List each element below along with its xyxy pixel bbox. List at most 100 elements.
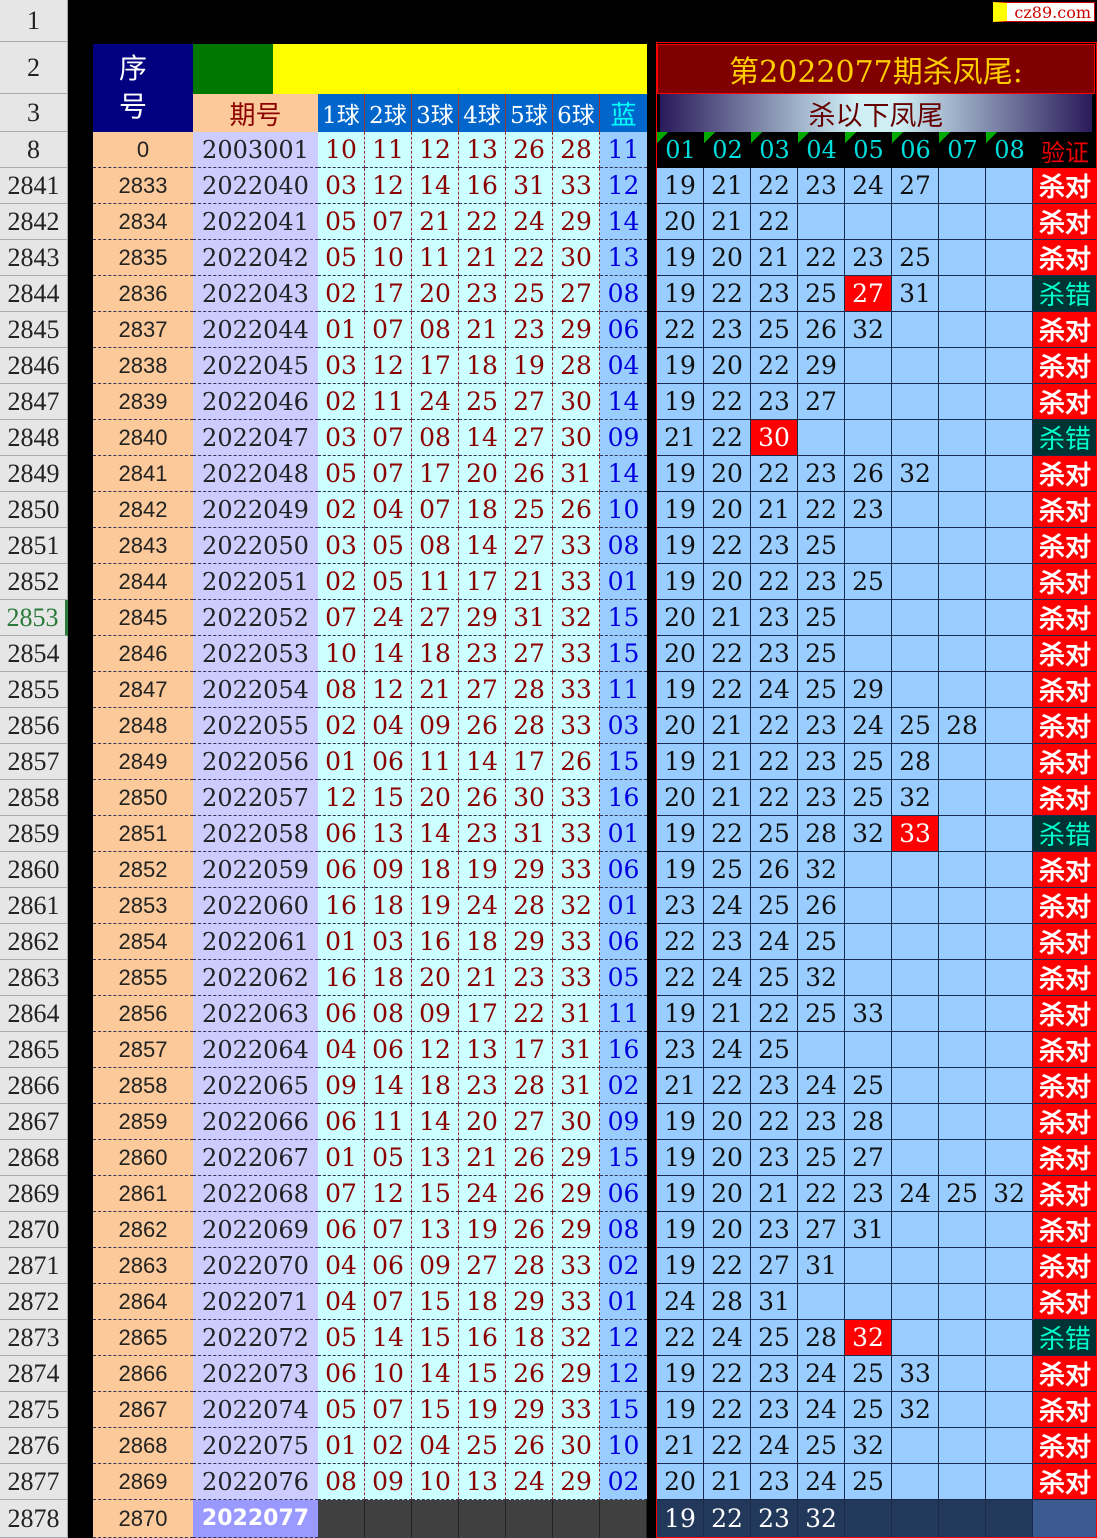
- kill-cell: 19: [657, 564, 704, 600]
- seq-cell: 2835: [93, 240, 193, 276]
- period-cell: 2022063: [193, 996, 318, 1032]
- kill-cell: 32: [892, 780, 939, 816]
- kill-cell: 25: [751, 816, 798, 852]
- ball-cell: 27: [459, 1248, 506, 1284]
- ball-cell: 24: [365, 600, 412, 636]
- verify-badge: 杀对: [1033, 1140, 1097, 1176]
- ball-cell: 33: [553, 816, 600, 852]
- row-header[interactable]: 2872: [0, 1284, 68, 1320]
- ball-cell: 14: [365, 1320, 412, 1356]
- row-header[interactable]: 2845: [0, 312, 68, 348]
- row-header[interactable]: 2876: [0, 1428, 68, 1464]
- ball-cell: 08: [412, 528, 459, 564]
- kill-cell: 31: [751, 1284, 798, 1320]
- kill-cell: [798, 1032, 845, 1068]
- row-header[interactable]: 2841: [0, 168, 68, 204]
- ball-cell: 28: [506, 672, 553, 708]
- row-header[interactable]: 2851: [0, 528, 68, 564]
- kill-cell: 21: [751, 492, 798, 528]
- ball-cell: 08: [365, 996, 412, 1032]
- row-header[interactable]: 2849: [0, 456, 68, 492]
- row-header[interactable]: 2869: [0, 1176, 68, 1212]
- kill-cell: [892, 312, 939, 348]
- row-header[interactable]: 2875: [0, 1392, 68, 1428]
- row-header[interactable]: 2857: [0, 744, 68, 780]
- row-header[interactable]: 2852: [0, 564, 68, 600]
- row-header[interactable]: 2854: [0, 636, 68, 672]
- kill-cell: 23: [751, 276, 798, 312]
- ball-cell: 18: [412, 852, 459, 888]
- kill-cell: 22: [704, 636, 751, 672]
- kill-cell: [986, 384, 1033, 420]
- ball-cell: 23: [459, 1068, 506, 1104]
- row-header[interactable]: 2843: [0, 240, 68, 276]
- row-header[interactable]: 2863: [0, 960, 68, 996]
- row-header[interactable]: 2861: [0, 888, 68, 924]
- row-header[interactable]: 2860: [0, 852, 68, 888]
- kill-cell: 20: [704, 564, 751, 600]
- row-header[interactable]: 2848: [0, 420, 68, 456]
- row-header[interactable]: 2868: [0, 1140, 68, 1176]
- row-header[interactable]: 2856: [0, 708, 68, 744]
- kill-col-header: 07: [939, 132, 986, 168]
- kill-cell: 19: [657, 168, 704, 204]
- period-cell: 2022072: [193, 1320, 318, 1356]
- row-header[interactable]: 2844: [0, 276, 68, 312]
- ball-cell: 33: [553, 564, 600, 600]
- row-header[interactable]: 2867: [0, 1104, 68, 1140]
- row-header[interactable]: 2874: [0, 1356, 68, 1392]
- ball-cell: 06: [318, 1356, 365, 1392]
- kill-cell: [892, 1248, 939, 1284]
- ball-cell: 23: [506, 312, 553, 348]
- row-header[interactable]: 2842: [0, 204, 68, 240]
- verify-badge: 杀对: [1033, 960, 1097, 996]
- verify-badge: 杀对: [1033, 1428, 1097, 1464]
- seq-cell: 2857: [93, 1032, 193, 1068]
- row-header[interactable]: 2862: [0, 924, 68, 960]
- row-header[interactable]: 2859: [0, 816, 68, 852]
- row-header[interactable]: 2850: [0, 492, 68, 528]
- period-cell: 2022066: [193, 1104, 318, 1140]
- header-yellow-band: [273, 44, 647, 94]
- row-header[interactable]: 2855: [0, 672, 68, 708]
- kill-cell: 20: [704, 1104, 751, 1140]
- kill-cell: 33: [845, 996, 892, 1032]
- row-header[interactable]: 2873: [0, 1320, 68, 1356]
- row-header[interactable]: 2847: [0, 384, 68, 420]
- ball-cell: 07: [365, 312, 412, 348]
- row-header[interactable]: 2864: [0, 996, 68, 1032]
- ball-cell: 27: [553, 276, 600, 312]
- kill-cell: 22: [704, 528, 751, 564]
- ball-cell: 05: [318, 456, 365, 492]
- verify-badge: 杀对: [1033, 1032, 1097, 1068]
- ball-cell: 19: [412, 888, 459, 924]
- row-header[interactable]: 2865: [0, 1032, 68, 1068]
- row-header[interactable]: 2853: [0, 600, 68, 636]
- kill-cell: [892, 1428, 939, 1464]
- kill-cell: [986, 636, 1033, 672]
- row-header[interactable]: 2858: [0, 780, 68, 816]
- kill-col-header: 06: [892, 132, 939, 168]
- kill-cell: 32: [845, 1320, 892, 1356]
- row-header[interactable]: 3: [0, 94, 68, 132]
- ball-cell: 13: [459, 1032, 506, 1068]
- kill-cell: [939, 1212, 986, 1248]
- kill-cell: [892, 1032, 939, 1068]
- kill-cell: 20: [704, 1140, 751, 1176]
- row-header[interactable]: 1: [0, 0, 68, 42]
- kill-cell: 20: [704, 1212, 751, 1248]
- row-header[interactable]: 2: [0, 42, 68, 94]
- row-header[interactable]: 2866: [0, 1068, 68, 1104]
- header-green-band: [193, 44, 273, 94]
- row-header[interactable]: 8: [0, 132, 68, 168]
- row-header[interactable]: 2870: [0, 1212, 68, 1248]
- seq-cell: 2865: [93, 1320, 193, 1356]
- row-header[interactable]: 2846: [0, 348, 68, 384]
- row-header[interactable]: 2878: [0, 1500, 68, 1538]
- row-header[interactable]: 2877: [0, 1464, 68, 1500]
- ball-cell: 29: [553, 204, 600, 240]
- row-header[interactable]: 2871: [0, 1248, 68, 1284]
- kill-cell: 32: [892, 1392, 939, 1428]
- kill-cell: [845, 960, 892, 996]
